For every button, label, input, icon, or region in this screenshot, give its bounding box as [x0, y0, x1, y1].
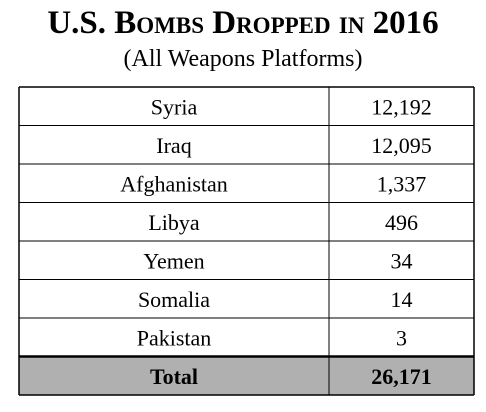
country-label: Libya	[148, 210, 200, 235]
bombs-value: 3	[396, 325, 407, 350]
bombs-value: 12,095	[371, 133, 432, 158]
total-value: 26,171	[371, 364, 432, 389]
bombs-value: 496	[385, 210, 418, 235]
country-label: Iraq	[156, 133, 191, 158]
country-label: Somalia	[138, 287, 210, 312]
chart-title: U.S. Bombs Dropped in 2016	[47, 5, 439, 41]
bombs-value: 1,337	[377, 171, 427, 196]
country-label: Yemen	[143, 248, 204, 273]
bombs-value: 12,192	[371, 94, 432, 119]
total-label: Total	[150, 364, 198, 389]
total-row-fill	[19, 356, 474, 395]
country-label: Afghanistan	[120, 171, 228, 196]
bombs-value: 34	[391, 248, 413, 273]
bombs-value: 14	[391, 287, 413, 312]
chart-subtitle: (All Weapons Platforms)	[123, 46, 363, 72]
country-label: Pakistan	[137, 325, 212, 350]
country-label: Syria	[151, 94, 198, 119]
